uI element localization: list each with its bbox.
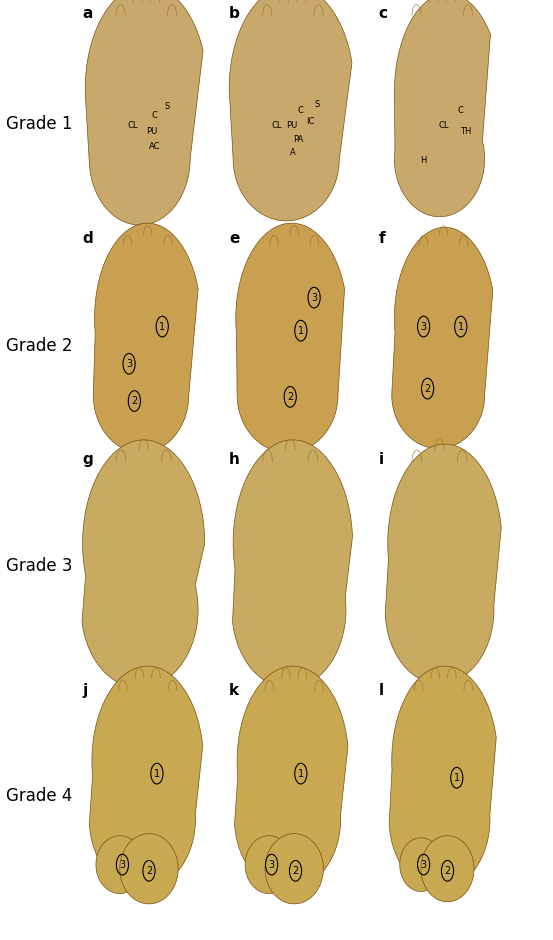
Text: 3: 3 [420,321,427,332]
Text: Grade 3: Grade 3 [6,556,72,575]
Text: c: c [378,6,388,21]
Polygon shape [385,444,501,684]
Text: 1: 1 [458,321,464,332]
Polygon shape [120,834,178,904]
Text: f: f [378,231,385,246]
Text: 2: 2 [293,866,299,876]
Text: b: b [229,6,240,21]
Text: CL: CL [128,121,138,130]
Text: 3: 3 [269,859,275,870]
Text: k: k [229,682,239,697]
Text: C: C [458,106,464,116]
Text: A: A [290,148,296,157]
Text: 2: 2 [146,866,152,876]
Polygon shape [90,666,203,889]
Text: i: i [378,452,384,467]
Text: 1: 1 [159,321,165,332]
Polygon shape [85,0,203,225]
Text: 2: 2 [131,396,138,406]
Text: C: C [152,111,157,119]
Text: PU: PU [146,127,157,136]
Text: a: a [82,6,93,21]
Polygon shape [421,836,474,901]
Text: 1: 1 [298,325,304,336]
Polygon shape [229,0,352,221]
Text: 2: 2 [445,866,451,876]
Polygon shape [389,666,496,889]
Text: 2: 2 [287,392,293,402]
Polygon shape [96,836,144,894]
Text: CL: CL [439,121,448,130]
Polygon shape [82,440,205,688]
Text: Grade 2: Grade 2 [6,337,72,355]
Polygon shape [93,223,198,453]
Text: l: l [378,682,384,697]
Text: IC: IC [306,117,314,126]
Text: 1: 1 [154,769,160,778]
Text: AC: AC [149,142,160,150]
Text: Grade 4: Grade 4 [6,787,72,806]
Text: 3: 3 [420,859,427,870]
Polygon shape [392,227,493,448]
Text: CL: CL [272,121,282,130]
Polygon shape [400,838,442,891]
Text: 1: 1 [453,773,460,783]
Text: 3: 3 [119,859,126,870]
Text: j: j [82,682,88,697]
Polygon shape [394,0,491,217]
Polygon shape [234,666,348,889]
Text: Grade 1: Grade 1 [6,115,72,133]
Polygon shape [245,836,293,894]
Polygon shape [236,223,345,453]
Text: S: S [165,102,170,111]
Text: C: C [298,106,304,116]
Polygon shape [232,440,352,688]
Text: 1: 1 [298,769,304,778]
Text: e: e [229,231,239,246]
Polygon shape [265,834,324,904]
Text: h: h [229,452,240,467]
Text: 2: 2 [425,384,431,394]
Text: PU: PU [286,121,297,130]
Text: S: S [314,101,320,109]
Text: H: H [420,156,427,165]
Text: 3: 3 [311,292,317,303]
Text: PA: PA [293,135,304,145]
Text: 3: 3 [126,359,132,368]
Text: TH: TH [461,127,472,136]
Text: g: g [82,452,93,467]
Text: d: d [82,231,93,246]
